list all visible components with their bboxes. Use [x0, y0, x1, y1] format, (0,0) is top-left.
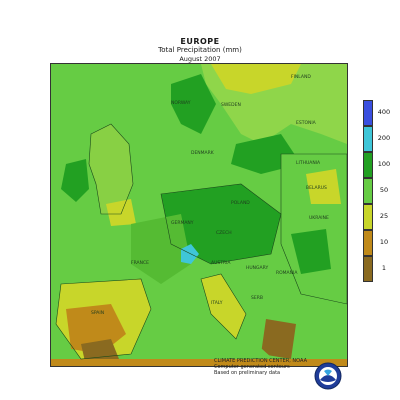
legend-label: 200: [377, 134, 391, 142]
legend-swatch: [363, 100, 373, 126]
legend-label: 10: [379, 238, 389, 246]
legend-swatch: [363, 256, 373, 282]
label-ukraine: UKRAINE: [309, 215, 329, 221]
label-lithuania: LITHUANIA: [296, 160, 321, 166]
credit-line-1: CLIMATE PREDICTION CENTER, NOAA: [214, 358, 307, 364]
credit-line-2: Computer generated contours: [214, 364, 290, 370]
noaa-logo-icon: [314, 362, 342, 390]
legend-swatch: [363, 126, 373, 152]
map-period: August 2007: [179, 55, 221, 63]
label-germany: GERMANY: [171, 220, 194, 226]
label-italy: ITALY: [211, 300, 223, 306]
map-region-title: EUROPE: [180, 37, 220, 46]
label-spain: SPAIN: [91, 310, 104, 316]
legend-label: 100: [377, 160, 391, 168]
label-norway: NORWAY: [171, 100, 191, 106]
label-sweden: SWEDEN: [221, 102, 241, 108]
credit-line-3: Based on preliminary data: [214, 370, 281, 376]
precipitation-map: FINLAND NORWAY SWEDEN DENMARK ESTONIA LI…: [50, 63, 348, 367]
label-estonia: ESTONIA: [296, 120, 317, 126]
label-denmark: DENMARK: [191, 150, 215, 156]
label-romania: ROMANIA: [276, 270, 298, 276]
legend-label: 1: [381, 264, 387, 272]
label-france: FRANCE: [131, 260, 149, 266]
legend-label: 400: [377, 108, 391, 116]
legend-swatch: [363, 204, 373, 230]
legend-swatch: [363, 178, 373, 204]
label-hungary: HUNGARY: [246, 265, 268, 271]
label-serbia: SERB: [251, 295, 263, 301]
map-title: Total Precipitation (mm): [158, 46, 242, 54]
legend-label: 50: [379, 186, 389, 194]
label-czech: CZECH: [216, 230, 232, 236]
label-austria: AUSTRIA: [211, 260, 231, 266]
label-finland: FINLAND: [291, 74, 311, 80]
label-poland: POLAND: [231, 200, 250, 206]
legend-swatch: [363, 152, 373, 178]
legend-label: 25: [379, 212, 389, 220]
label-belarus: BELARUS: [306, 185, 327, 191]
legend-swatch: [363, 230, 373, 256]
